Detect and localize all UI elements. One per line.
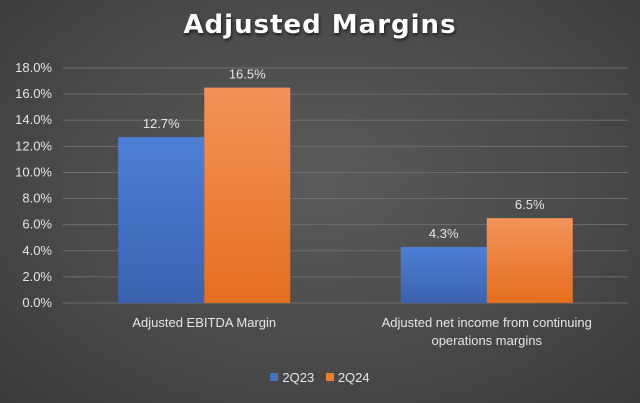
y-tick-label: 18.0% xyxy=(15,60,52,75)
data-label: 4.3% xyxy=(429,226,459,241)
y-axis-ticks: 0.0% 2.0% 4.0% 6.0% 8.0% 10.0% 12.0% 14.0% 16.0%… xyxy=(15,60,52,310)
y-tick-label: 2.0% xyxy=(22,269,52,284)
x-category-label: operations margins xyxy=(431,333,542,348)
bar-2q24 xyxy=(204,87,291,303)
y-tick-label: 12.0% xyxy=(15,138,52,153)
legend-item-2q23: 2Q23 xyxy=(270,370,314,385)
y-tick-label: 4.0% xyxy=(22,243,52,258)
legend-swatch-2q24 xyxy=(325,373,334,381)
y-tick-label: 10.0% xyxy=(15,164,52,179)
data-label: 16.5% xyxy=(229,67,266,82)
chart-title: Adjusted Margins xyxy=(183,10,457,40)
y-tick-label: 8.0% xyxy=(22,191,52,206)
legend-label-2q24: 2Q24 xyxy=(337,369,370,385)
data-label: 6.5% xyxy=(515,197,545,212)
legend-label-2q23: 2Q23 xyxy=(282,369,315,385)
data-label: 12.7% xyxy=(143,116,180,131)
y-tick-label: 16.0% xyxy=(15,86,52,101)
x-axis-categories: Adjusted EBITDA Margin Adjusted net incom… xyxy=(132,315,592,348)
bar-2q23 xyxy=(118,137,205,303)
legend-item-2q24: 2Q24 xyxy=(325,369,370,385)
data-labels: 12.7% 16.5% 4.3% 6.5% xyxy=(143,67,545,241)
x-category-label: Adjusted EBITDA Margin xyxy=(132,315,276,330)
y-tick-label: 0.0% xyxy=(22,295,52,310)
legend: 2Q23 2Q24 xyxy=(0,369,640,385)
bar-2q23 xyxy=(400,246,487,303)
bars xyxy=(118,87,573,303)
x-category-label: Adjusted net income from continuing xyxy=(382,315,592,330)
bar-2q24 xyxy=(486,218,573,303)
y-tick-label: 6.0% xyxy=(22,217,52,232)
y-tick-label: 14.0% xyxy=(15,112,52,127)
legend-swatch-2q23 xyxy=(270,373,279,381)
